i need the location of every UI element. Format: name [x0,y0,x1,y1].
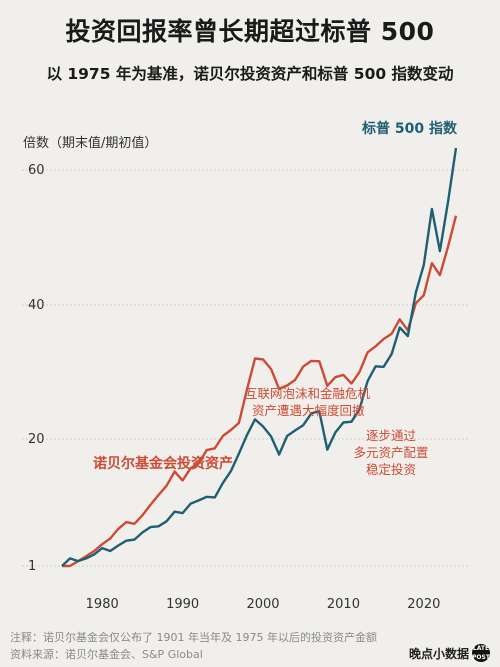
series-line-nobel [62,215,458,568]
grid-lines [22,169,468,567]
footer: 注释：诺贝尔基金会仅公布了 1901 年当年及 1975 年以后的投资资产金额 … [10,629,377,663]
annotation-diversify-line3: 稳定投资 [366,462,416,477]
footer-source: 资料来源：诺贝尔基金会、S&P Global [10,648,203,661]
annotation-diversify-line2: 多元资产配置 [353,445,428,460]
annotations: 标普 500 指数 诺贝尔基金会投资资产 互联网泡沫和金融危机 资产遭遇大幅度回… [93,120,458,477]
y-axis-label: 倍数（期末值/期初值） [23,136,158,151]
series-label-nobel: 诺贝尔基金会投资资产 [93,455,233,472]
x-tick-label: 2020 [407,597,440,612]
x-tick-label: 2000 [246,597,279,612]
series-lines [61,147,458,568]
y-tick-label: 1 [28,559,36,574]
y-tick-label: 40 [28,298,45,313]
footer-note: 注释：诺贝尔基金会仅公布了 1901 年当年及 1975 年以后的投资资产金额 [10,631,377,644]
y-tick-label: 20 [28,432,45,447]
y-tick-label: 60 [28,163,45,178]
series-line-sp500 [61,147,458,567]
annotation-diversify-line1: 逐步通过 [366,428,417,443]
latepost-logo-icon: LATE POST [472,644,490,662]
x-tick-label: 1990 [166,597,199,612]
series-label-sp500: 标普 500 指数 [361,120,458,137]
x-tick-label: 2010 [327,597,360,612]
y-tick-labels: 1 20 40 60 [28,163,45,574]
x-tick-label: 1980 [86,597,119,612]
annotation-bubble-line2: 资产遭遇大幅度回撤 [252,403,365,418]
chart-title: 投资回报率曾长期超过标普 500 [65,17,435,46]
brand: 晚点小数据 LATE POST [409,644,490,662]
brand-name: 晚点小数据 [408,646,469,661]
x-tick-labels: 1980 1990 2000 2010 2020 [86,597,441,612]
annotation-bubble-line1: 互联网泡沫和金融危机 [245,386,371,401]
chart-subtitle: 以 1975 年为基准，诺贝尔投资资产和标普 500 指数变动 [46,65,454,83]
